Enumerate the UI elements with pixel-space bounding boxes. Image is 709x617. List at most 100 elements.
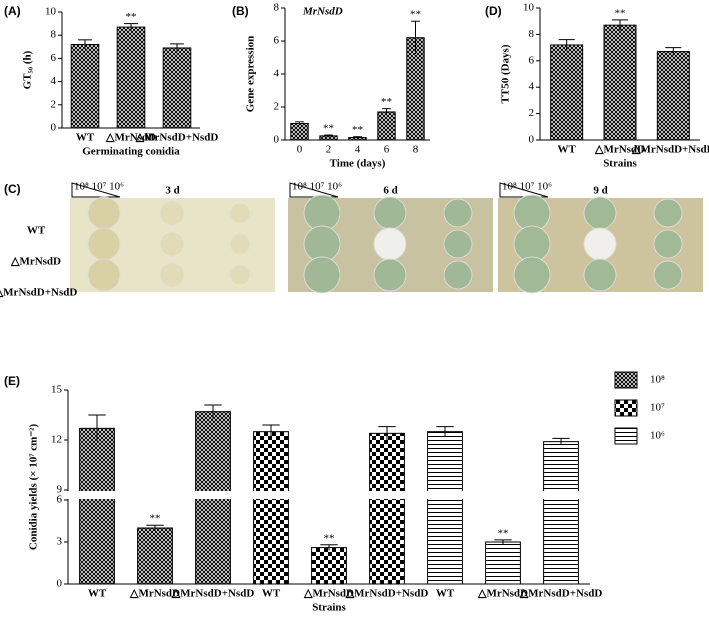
dilution-label: 10⁸ 10⁷ 10⁶ [502, 181, 552, 193]
x-axis-title: Time (days) [330, 158, 386, 170]
legend-swatch [614, 427, 638, 445]
significance: ** [498, 527, 509, 539]
panel-label: (B) [232, 4, 249, 18]
y-tick-label: 4 [274, 68, 280, 80]
significance: ** [324, 532, 335, 544]
x-tick-label: △MrNsdD+NsdD [631, 144, 709, 156]
y-tick-label: 2 [529, 107, 535, 119]
colony [443, 198, 473, 228]
y-tick-label: 10 [523, 2, 535, 14]
panel-label: (D) [485, 4, 502, 18]
colony [373, 258, 407, 292]
significance: ** [323, 123, 334, 135]
legend-swatch [614, 399, 638, 417]
error-bar [204, 404, 222, 419]
y-tick-label: 4 [529, 81, 535, 93]
bar [70, 43, 100, 129]
error-bar [324, 134, 333, 137]
colony [583, 227, 617, 261]
legend-swatch [614, 371, 638, 389]
bar [550, 44, 584, 141]
x-tick-label: △MrNsdD [105, 132, 156, 144]
y-tick-label: 0 [274, 134, 280, 146]
x-tick-label: 8 [413, 144, 419, 156]
colony [303, 256, 341, 294]
error-bar [124, 23, 138, 31]
bar [543, 441, 579, 585]
x-axis-title: Strains [603, 158, 637, 170]
y-tick-label: 4 [51, 75, 57, 87]
x-tick-label: WT [557, 144, 576, 156]
x-tick-label: △MrNsdD+NsdD [135, 132, 219, 144]
x-tick-label: △MrNsdD [594, 144, 645, 156]
bar [377, 111, 396, 141]
dilution-label: 10⁸ 10⁷ 10⁶ [74, 181, 124, 193]
colony [87, 258, 121, 292]
x-axis-title: Germinating conidia [82, 146, 180, 158]
x-tick-label: 6 [384, 144, 390, 156]
x-tick-label: 0 [297, 144, 303, 156]
error-bar [262, 424, 280, 439]
error-bar [436, 426, 454, 437]
colony [583, 258, 617, 292]
panel-label: (C) [4, 182, 21, 196]
x-tick-label: WT [436, 588, 455, 600]
error-bar [320, 544, 338, 551]
error-bar [552, 437, 570, 445]
bar [79, 427, 115, 585]
colony [443, 260, 473, 290]
dilution-wedge [71, 182, 121, 198]
y-tick-label: 6 [57, 494, 63, 506]
significance: ** [352, 124, 363, 136]
y-tick-label: 10 [45, 6, 57, 18]
colony [513, 256, 551, 294]
colony [373, 227, 407, 261]
bar [162, 47, 192, 129]
error-bar [378, 426, 396, 440]
bar [290, 123, 309, 141]
x-tick-label: △MrNsdD+NsdD [519, 588, 603, 600]
error-bar [295, 121, 304, 126]
significance: ** [410, 9, 421, 21]
error-bar [494, 539, 512, 545]
y-axis-title: Gene expression [245, 36, 257, 113]
chart-title: MrNsdD [302, 6, 343, 18]
error-bar [170, 43, 184, 53]
bar [369, 432, 405, 585]
bar [656, 51, 690, 141]
y-tick-label: 6 [529, 54, 535, 66]
bar [311, 547, 347, 585]
x-tick-label: WT [88, 588, 107, 600]
error-bar [353, 136, 362, 139]
colony [229, 264, 251, 286]
x-tick-label: WT [262, 588, 281, 600]
x-tick-label: △MrNsdD [129, 588, 180, 600]
significance: ** [126, 11, 137, 23]
bar [253, 431, 289, 585]
y-tick-label: 2 [51, 98, 57, 110]
colony [87, 227, 121, 261]
significance: ** [381, 96, 392, 108]
bar [485, 541, 521, 585]
error-bar [88, 414, 106, 442]
y-tick-label: 6 [274, 35, 280, 47]
error-bar [382, 108, 391, 116]
colony [373, 196, 407, 230]
bar [116, 26, 146, 129]
colony [159, 262, 185, 288]
x-tick-label: △MrNsdD [303, 588, 354, 600]
bar [427, 431, 463, 585]
colony [229, 233, 251, 255]
panel-label: (E) [4, 374, 20, 388]
bar [137, 527, 173, 585]
error-bar [411, 20, 420, 55]
axis-break-gap [62, 491, 594, 499]
error-bar [558, 39, 575, 51]
colony [229, 202, 251, 224]
y-tick-label: 8 [529, 28, 535, 40]
dilution-label: 10⁸ 10⁷ 10⁶ [292, 181, 342, 193]
legend-label: 10⁸ [650, 374, 665, 386]
colony [653, 260, 683, 290]
y-tick-label: 8 [51, 29, 57, 41]
